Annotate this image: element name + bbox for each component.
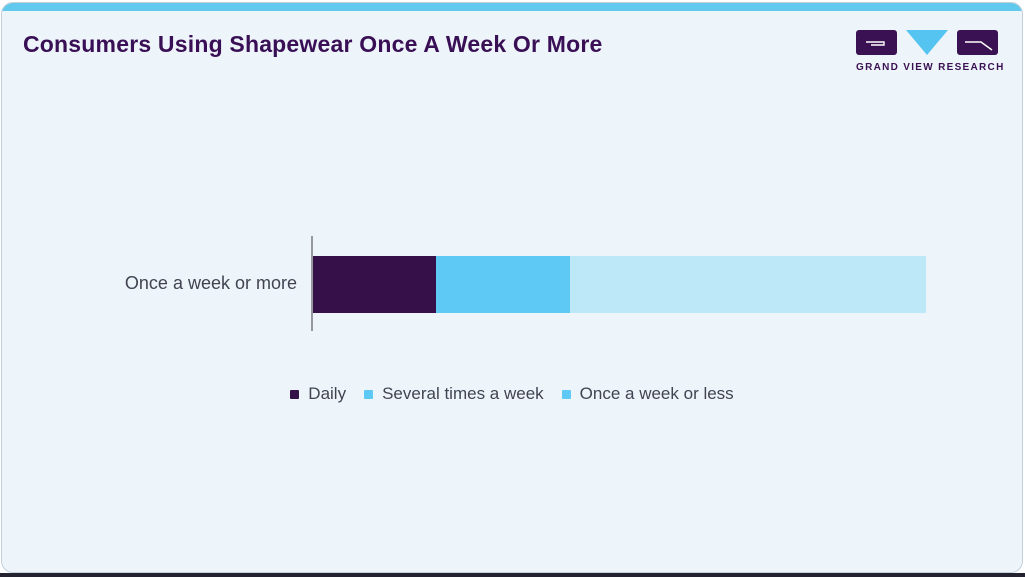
logo-letter-g-icon	[856, 30, 897, 55]
y-axis-line	[311, 236, 313, 331]
brand-name: GRAND VIEW RESEARCH	[856, 62, 1005, 73]
legend-marker-icon	[290, 389, 300, 399]
legend-label: Once a week or less	[579, 384, 734, 403]
legend-item: Once a week or less	[561, 384, 734, 404]
legend-label: Daily	[308, 384, 347, 403]
brand-logo: GRAND VIEW RESEARCH	[856, 30, 1005, 73]
legend-item: Several times a week	[364, 384, 544, 404]
bar-segment-daily	[313, 256, 436, 313]
bottom-edge-bar	[0, 573, 1025, 577]
chart-title: Consumers Using Shapewear Once A Week Or…	[23, 31, 603, 57]
legend-marker-icon	[364, 389, 374, 399]
legend-label: Several times a week	[382, 384, 544, 403]
logo-letter-v-icon	[906, 30, 948, 55]
bar-segment-once-a-week-or-less	[570, 256, 926, 313]
stacked-bar	[313, 256, 926, 313]
accent-top-bar	[2, 3, 1022, 11]
logo-letter-r-icon	[957, 30, 998, 55]
logo-mark	[856, 30, 998, 55]
category-label: Once a week or more	[124, 273, 297, 293]
legend-item: Daily	[290, 384, 346, 404]
legend-marker-icon	[561, 389, 571, 399]
bar-segment-several-times-a-week	[435, 256, 571, 313]
legend: Daily Several times a week Once a week or …	[2, 384, 1022, 404]
